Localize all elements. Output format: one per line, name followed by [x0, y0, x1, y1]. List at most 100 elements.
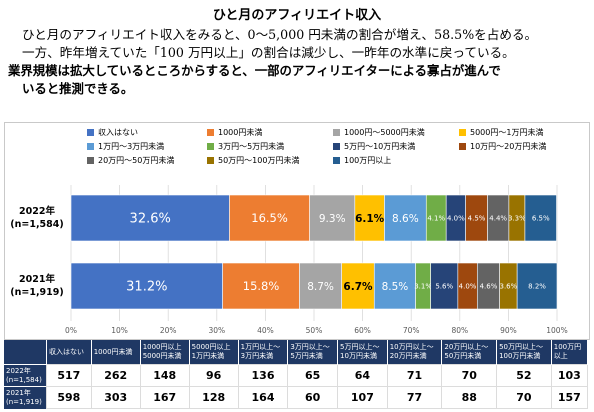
- table-header-cell: 100万円 以上: [551, 340, 589, 365]
- bar-data-label: 4.1%: [427, 215, 445, 223]
- legend-item: 50万円～100万円未満: [207, 155, 299, 166]
- x-tick-label: 80%: [451, 326, 468, 335]
- legend-item: 5万円～10万円未満: [333, 141, 415, 152]
- legend-label: 20万円～50万円未満: [98, 156, 175, 165]
- bar-segment: [354, 194, 385, 242]
- table-cell: 64: [337, 364, 388, 387]
- legend-label: 5000円～1万円未満: [470, 128, 544, 137]
- bar-data-label: 16.5%: [251, 211, 288, 225]
- table-cell: 167: [139, 386, 190, 409]
- legend-swatch: [207, 129, 214, 136]
- bar-data-label: 4.5%: [468, 215, 486, 223]
- row-label-2022: 2022年 (n=1,584): [7, 205, 67, 231]
- legend-label: 10万円～20万円未満: [470, 142, 547, 151]
- bar-data-label: 8.6%: [392, 213, 419, 225]
- table-cell: 52: [496, 364, 552, 387]
- table-cell: 88: [441, 386, 498, 409]
- table-cell: 157: [550, 386, 589, 409]
- x-tick-label: 40%: [257, 326, 274, 335]
- chart-plot: 0% 10% 20% 30% 40% 50% 60% 70% 80% 90% 100% 32.6% 16…: [65, 185, 568, 335]
- table-cell: 303: [90, 386, 141, 409]
- bar-segment: [384, 194, 427, 242]
- table-row: 2022年 (n=1,584) 517 262 148 96 136 65 64 71 70 52 10…: [4, 364, 589, 387]
- legend-item: 1000円未満: [207, 127, 262, 138]
- table-header-cell: 1万円以上～ 3万円未満: [238, 340, 289, 365]
- bar-data-label: 9.3%: [319, 213, 346, 225]
- data-table: 収入はない 1000円未満 1000円以上 5000円未満 5000円以上 1万円未満 1万…: [4, 340, 589, 409]
- table-cell: 70: [496, 386, 552, 409]
- table-cell: 136: [237, 364, 289, 387]
- bar-data-label: 6.1%: [355, 213, 385, 225]
- legend-swatch: [459, 129, 466, 136]
- table-cell: 262: [90, 364, 141, 387]
- table-header-cell: 10万円以上～ 20万円未満: [387, 340, 443, 365]
- legend-label: 50万円～100万円未満: [218, 156, 300, 165]
- x-tick-label: 20%: [160, 326, 177, 335]
- bar-segment: [229, 194, 310, 242]
- bar-data-label: 4.0%: [459, 283, 477, 291]
- bar-data-label: 31.2%: [126, 280, 167, 295]
- table-header-cell: 3万円以上～ 5万円未満: [287, 340, 339, 365]
- legend-swatch: [333, 157, 340, 164]
- bar-segment: [309, 194, 356, 242]
- x-tick-label: 60%: [354, 326, 371, 335]
- legend-swatch: [333, 143, 340, 150]
- legend-swatch: [207, 143, 214, 150]
- legend-label: 3万円～5万円未満: [218, 142, 285, 151]
- table-cell: 70: [441, 364, 498, 387]
- bar-data-label: 6.5%: [532, 215, 550, 223]
- bar-data-label: 3.1%: [414, 283, 432, 291]
- bar-data-label: 4.6%: [480, 283, 498, 291]
- table-cell: 65: [287, 364, 339, 387]
- table-cell: 60: [287, 386, 339, 409]
- legend-label: 1000円未満: [218, 128, 263, 137]
- row-label-2021: 2021年 (n=1,919): [7, 273, 67, 299]
- table-cell: 598: [46, 386, 92, 409]
- legend-swatch: [333, 129, 340, 136]
- bar-segment: [222, 262, 300, 310]
- legend-item: 3万円～5万円未満: [207, 141, 284, 152]
- table-cell: 517: [46, 364, 92, 387]
- legend-item: 1万円～3万円未満: [87, 141, 164, 152]
- legend-swatch: [87, 129, 94, 136]
- table-header-cell: [4, 340, 47, 365]
- bar-segment: [70, 262, 223, 310]
- bar-data-label: 3.6%: [500, 283, 518, 291]
- bar-data-label: 15.8%: [243, 279, 280, 293]
- legend-label: 収入はない: [98, 128, 138, 137]
- row-label-line: 2021年: [19, 274, 55, 285]
- table-row: 2021年 (n=1,919) 598 303 167 128 164 60 107 77 88 70…: [4, 386, 589, 409]
- table-cell: 71: [386, 364, 443, 387]
- table-cell: 96: [188, 364, 239, 387]
- legend-item: 収入はない: [87, 127, 138, 138]
- bar-segment: [516, 262, 558, 310]
- bar-data-label: 3.3%: [508, 215, 526, 223]
- paragraph-line-1: ひと月のアフィリエイト収入をみると、0～5,000 円未満の割合が増え、58.5…: [22, 27, 538, 42]
- table-cell: 164: [237, 386, 289, 409]
- bar-data-label: 4.4%: [489, 215, 507, 223]
- table-header-cell: 1000円未満: [91, 340, 141, 365]
- legend-item: 1000円～5000円未満: [333, 127, 425, 138]
- table-header-cell: 収入はない: [46, 340, 92, 365]
- x-tick-label: 10%: [111, 326, 128, 335]
- row-label-line: (n=1,584): [10, 219, 64, 230]
- bar-data-label: 8.5%: [382, 281, 409, 293]
- legend-label: 1000円～5000円未満: [344, 128, 425, 137]
- legend-label: 100万円以上: [344, 156, 392, 165]
- x-tick-label: 50%: [306, 326, 323, 335]
- bar-segment: [341, 262, 375, 310]
- x-tick-label: 0%: [65, 326, 77, 335]
- x-tick-label: 70%: [403, 326, 420, 335]
- legend-item: 5000円～1万円未満: [459, 127, 543, 138]
- row-label-line: (n=1,919): [10, 287, 64, 298]
- table-cell: 128: [188, 386, 239, 409]
- table-row-header: 2022年 (n=1,584): [4, 364, 47, 387]
- table-header-cell: 1000円以上 5000円未満: [140, 340, 190, 365]
- table-cell: 77: [386, 386, 443, 409]
- stacked-bar-chart: 収入はない 1000円未満 1000円～5000円未満 5000円～1万円未満 1万円～…: [4, 122, 590, 340]
- bar-data-label: 8.2%: [528, 283, 546, 291]
- table-row-header: 2021年 (n=1,919): [4, 386, 47, 409]
- bar-segment: [299, 262, 343, 310]
- table-header-cell: 5000円以上 1万円未満: [189, 340, 239, 365]
- legend-item: 20万円～50万円未満: [87, 155, 174, 166]
